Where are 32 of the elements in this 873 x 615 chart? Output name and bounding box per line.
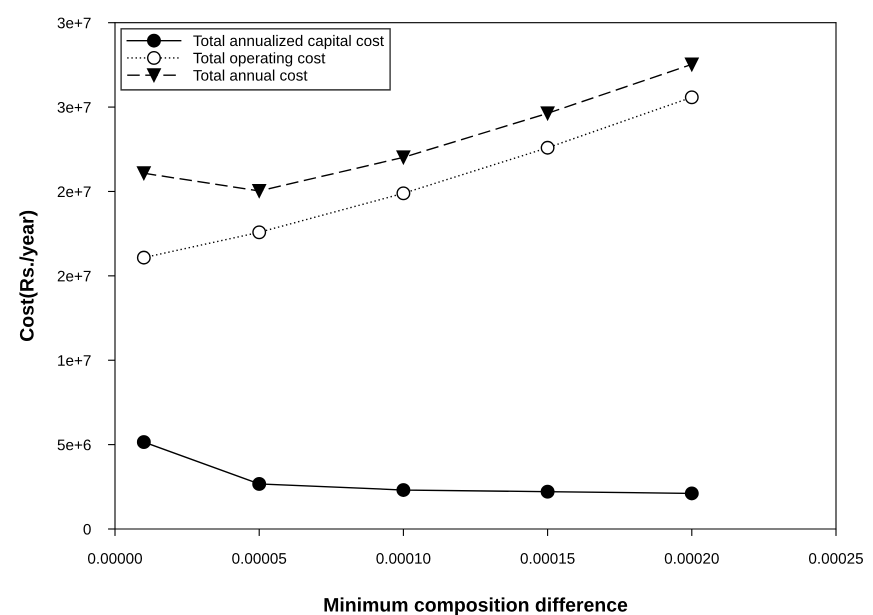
x-tick-label: 0.00025 <box>808 553 863 564</box>
point <box>396 186 410 200</box>
point <box>540 106 555 120</box>
y-axis-title: Cost(Rs./year) <box>19 210 38 341</box>
y-tick-label: 3e+7 <box>58 18 91 28</box>
point <box>252 476 266 491</box>
y-tick-label: 1e+7 <box>58 355 91 366</box>
y-tick-label: 3e+7 <box>58 102 91 113</box>
x-tick-label: 0.00005 <box>232 553 286 564</box>
x-tick-label: 0.00000 <box>88 553 142 564</box>
legend-label: Total annual cost <box>193 70 308 81</box>
point <box>136 166 151 180</box>
point <box>252 184 266 198</box>
x-tick-label: 0.00010 <box>376 553 430 564</box>
point <box>684 57 699 72</box>
point <box>684 90 699 104</box>
y-tick-label: 2e+7 <box>58 270 91 282</box>
point <box>540 484 555 499</box>
point <box>540 140 555 155</box>
legend-label: Total annualized capital cost <box>193 34 384 50</box>
y-tick-label: 5e+6 <box>58 439 91 450</box>
y-tick-label: 0 <box>83 524 91 535</box>
point <box>136 435 151 450</box>
point <box>396 483 410 497</box>
point <box>684 486 699 500</box>
legend-label: Total operating cost <box>193 52 326 66</box>
point <box>396 150 410 164</box>
point <box>136 250 151 265</box>
x-tick-label: 0.00015 <box>520 553 575 564</box>
y-tick-label: 2e+7 <box>58 186 91 198</box>
x-tick-label: 0.00020 <box>664 553 719 564</box>
point <box>252 225 266 240</box>
